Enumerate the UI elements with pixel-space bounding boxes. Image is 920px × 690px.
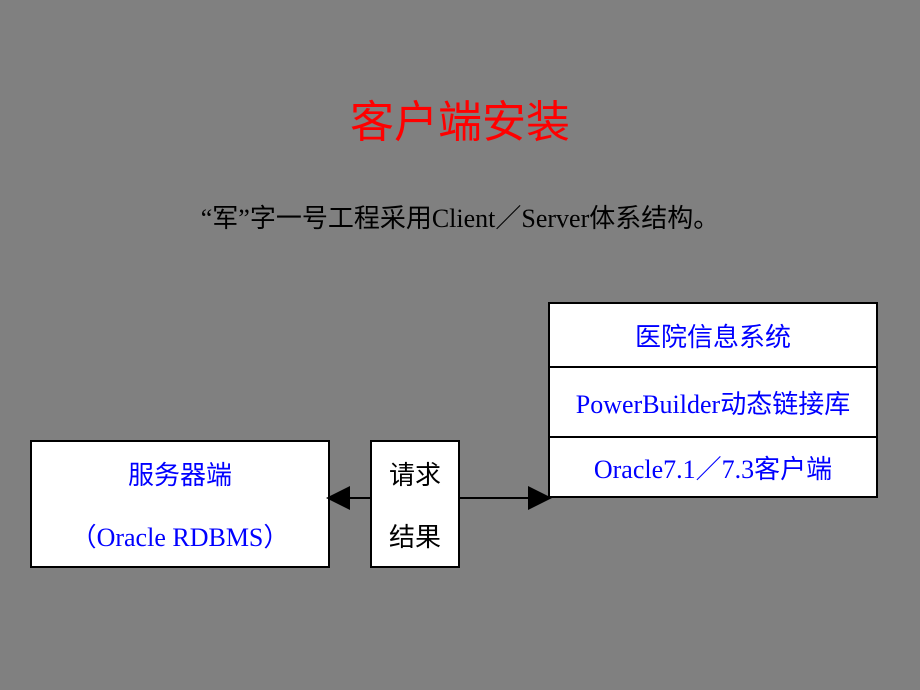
client-row-2: Oracle7.1／7.3客户端 xyxy=(548,436,878,498)
slide-title: 客户端安装 xyxy=(0,86,920,150)
client-row-1: PowerBuilder动态链接库 xyxy=(548,366,878,438)
request-result-box: 请求 结果 xyxy=(370,440,460,568)
server-box-line1: 服务器端 xyxy=(128,455,232,492)
server-box-line2: （Oracle RDBMS） xyxy=(71,517,290,554)
result-label: 结果 xyxy=(389,517,441,554)
server-box: 服务器端 （Oracle RDBMS） xyxy=(30,440,330,568)
request-label: 请求 xyxy=(389,455,441,492)
client-row-0: 医院信息系统 xyxy=(548,302,878,368)
slide-subtitle: “军”字一号工程采用Client／Server体系结构。 xyxy=(0,198,920,235)
